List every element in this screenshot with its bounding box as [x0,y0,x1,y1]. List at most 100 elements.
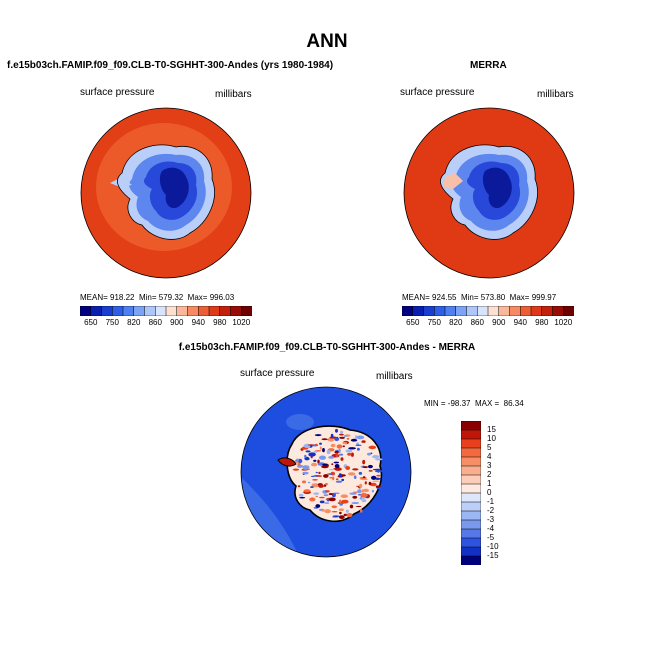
difference-cell [340,494,348,498]
difference-cell [329,476,333,479]
colorbar-swatch [461,546,481,557]
difference-cell [364,481,367,485]
colorbar-swatch [219,306,232,316]
colorbar-tick-label: 5 [487,443,492,452]
difference-cell [322,448,325,453]
difference-cell [308,452,316,457]
difference-cell [319,446,322,450]
difference-cell [335,428,338,433]
colorbar-swatch [187,306,199,316]
difference-cell [362,459,366,465]
difference-cell [350,438,358,442]
colorbar-tick-label: 15 [487,425,496,434]
panel-1-map-border [80,107,252,279]
difference-cell [349,504,354,509]
difference-cell [315,495,318,497]
difference-cell [319,496,325,499]
difference-cell [325,482,328,486]
difference-cell [310,475,315,477]
colorbar-swatch [530,306,543,316]
difference-cell [303,489,311,493]
panel-3-colorbar [461,421,481,565]
panel-1-mean-value: 918.22 [110,293,135,302]
difference-cell [338,448,341,454]
colorbar-swatch [461,465,481,476]
colorbar-tick-label: 940 [191,318,205,327]
colorbar-swatch [552,306,564,316]
difference-cell [368,470,373,472]
panel-3-antarctica-noise [292,428,383,519]
difference-cell [345,509,349,513]
colorbar-swatch [133,306,146,316]
panel-1-units-label: millibars [215,89,252,100]
colorbar-swatch [112,306,124,316]
panel-2-mean-label: MEAN= [402,293,430,302]
panel-3-max-label: MAX = [474,399,500,408]
panel-1-coastline [117,144,215,240]
panel-1-peninsula [110,177,132,187]
colorbar-swatch [402,306,414,316]
colorbar-tick-label: -1 [487,497,495,506]
difference-cell [345,466,351,470]
panel-3-polar-map [240,386,412,558]
difference-cell [319,442,322,445]
colorbar-tick-label: 10 [487,434,496,443]
difference-cell [361,440,366,443]
difference-cell [367,452,372,456]
colorbar-swatch [563,306,574,316]
difference-cell [360,493,368,498]
difference-cell [328,438,334,442]
difference-cell [319,455,326,460]
difference-cell [361,499,367,503]
difference-cell [309,497,316,502]
difference-cell [372,480,380,482]
difference-cell [323,494,329,497]
difference-cell [339,436,345,439]
difference-cell [338,508,344,511]
panel-3-variable-label: surface pressure [240,368,315,379]
colorbar-tick-label: -15 [487,551,499,560]
colorbar-swatch [155,306,167,316]
difference-cell [339,499,342,504]
panel-3-map-border [240,386,412,558]
panel-3-min-value: -98.37 [447,399,471,408]
colorbar-swatch [498,306,511,316]
difference-cell [298,493,304,497]
difference-cell [304,454,307,458]
difference-cell [339,453,344,456]
difference-cell [375,458,383,461]
difference-cell [335,480,343,483]
difference-cell [332,476,335,481]
difference-cell [326,449,331,455]
difference-cell [340,457,344,461]
difference-cell [319,500,325,504]
difference-cell [315,443,318,446]
colorbar-swatch [80,306,92,316]
difference-cell [346,437,350,440]
difference-cell [372,468,381,471]
colorbar-swatch [461,528,481,539]
difference-cell [313,450,318,453]
colorbar-swatch [444,306,457,316]
colorbar-swatch [241,306,252,316]
panel-3-max-value: 86.34 [503,399,524,408]
colorbar-swatch [461,537,481,548]
colorbar-tick-label: 860 [148,318,162,327]
colorbar-tick-label: 860 [470,318,484,327]
colorbar-swatch [434,306,446,316]
difference-cell [339,511,342,515]
difference-cell [367,464,373,469]
difference-cell [332,515,340,517]
colorbar-tick-label: 4 [487,452,492,461]
difference-cell [331,505,338,509]
difference-cell [369,482,377,487]
difference-cell [352,495,358,499]
colorbar-swatch [461,483,481,494]
panel-2-max-label: Max= [509,293,530,302]
panel-2-colorbar [402,306,574,316]
panel-1-max-label: Max= [187,293,208,302]
colorbar-tick-label: -5 [487,533,495,542]
colorbar-swatch [122,306,135,316]
colorbar-swatch [461,429,481,440]
panel-1-antarctica-plateau [159,167,189,209]
